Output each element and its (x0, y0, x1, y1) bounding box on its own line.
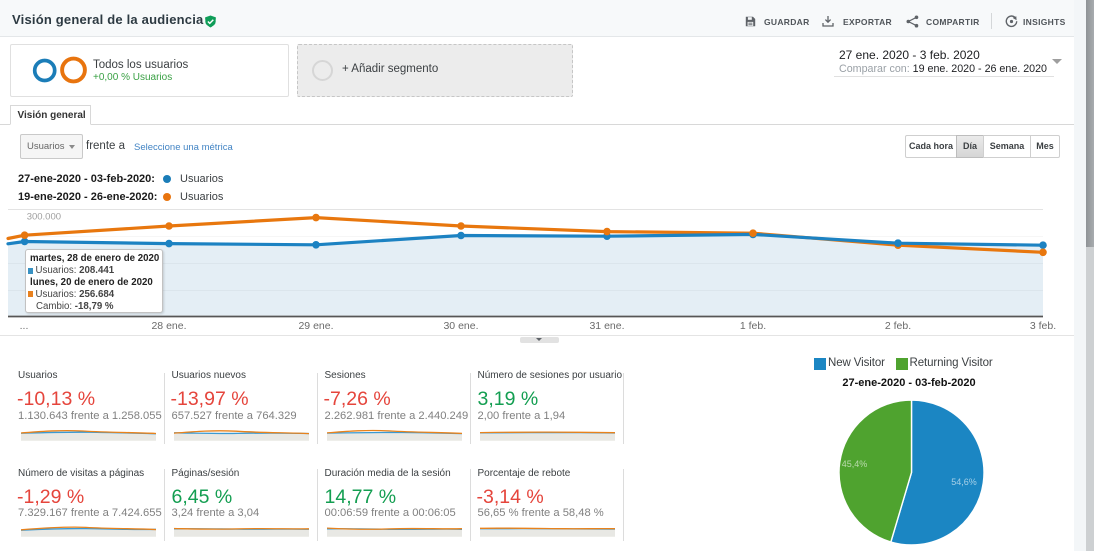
svg-text:54,6%: 54,6% (951, 477, 977, 487)
svg-text:29 ene.: 29 ene. (298, 320, 333, 332)
svg-text:45,4%: 45,4% (842, 459, 868, 469)
svg-text:28 ene.: 28 ene. (151, 320, 186, 332)
svg-text:...: ... (20, 320, 29, 332)
svg-text:30 ene.: 30 ene. (443, 320, 478, 332)
svg-text:31 ene.: 31 ene. (589, 320, 624, 332)
svg-text:1 feb.: 1 feb. (740, 320, 766, 332)
svg-text:2 feb.: 2 feb. (885, 320, 911, 332)
svg-text:3 feb.: 3 feb. (1030, 320, 1056, 332)
svg-text:300.000: 300.000 (27, 212, 61, 223)
